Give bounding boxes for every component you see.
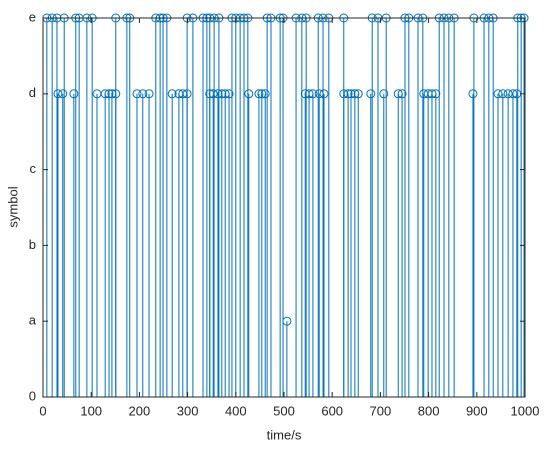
stem-marker — [397, 89, 407, 99]
x-tick-label: 1000 — [511, 403, 540, 418]
plot-area — [43, 18, 525, 397]
y-tick-label: d — [29, 85, 36, 100]
stem-marker — [493, 89, 503, 99]
stem-marker — [503, 89, 513, 99]
stem-marker — [224, 89, 234, 99]
stem-marker — [144, 89, 154, 99]
stem-marker — [111, 89, 121, 99]
stem-marker — [58, 89, 68, 99]
y-tick-label: a — [29, 313, 37, 328]
stem-marker — [208, 89, 218, 99]
x-tick-label: 600 — [321, 403, 343, 418]
stem-marker — [244, 89, 254, 99]
stem-marker — [257, 89, 267, 99]
stem-marker — [138, 89, 148, 99]
x-tick-label: 100 — [80, 403, 102, 418]
y-tick-label: c — [30, 161, 37, 176]
y-tick-label: e — [29, 9, 36, 24]
x-axis-label: time/s — [267, 427, 302, 442]
stem-marker — [282, 316, 292, 326]
stem-marker — [53, 89, 63, 99]
x-tick-label: 800 — [418, 403, 440, 418]
stem-marker — [104, 89, 114, 99]
stem-marker — [260, 89, 270, 99]
y-axis-label: symbol — [5, 186, 20, 227]
x-tick-label: 500 — [273, 403, 295, 418]
stem-marker — [379, 89, 389, 99]
stem-marker — [254, 89, 264, 99]
stem-marker — [468, 89, 478, 99]
x-tick-label: 400 — [225, 403, 247, 418]
x-tick-label: 300 — [177, 403, 199, 418]
stem-marker — [167, 89, 177, 99]
x-tick-label: 700 — [370, 403, 392, 418]
stem-marker — [431, 89, 441, 99]
stem-marker — [308, 89, 318, 99]
y-tick-label: 0 — [29, 388, 36, 403]
x-tick-label: 900 — [466, 403, 488, 418]
y-tick-label: b — [29, 237, 36, 252]
stem-marker — [132, 89, 142, 99]
x-tick-label: 200 — [129, 403, 151, 418]
stem-marker — [217, 89, 227, 99]
axes-box — [42, 17, 526, 398]
stem-marker — [69, 89, 79, 99]
stem-marker — [319, 89, 329, 99]
x-tick-label: 0 — [39, 403, 46, 418]
stem-marker — [353, 89, 363, 99]
stem-marker — [350, 89, 360, 99]
stem-marker — [366, 89, 376, 99]
stem-marker — [182, 89, 192, 99]
stem-marker — [343, 89, 353, 99]
stem-marker — [498, 89, 508, 99]
